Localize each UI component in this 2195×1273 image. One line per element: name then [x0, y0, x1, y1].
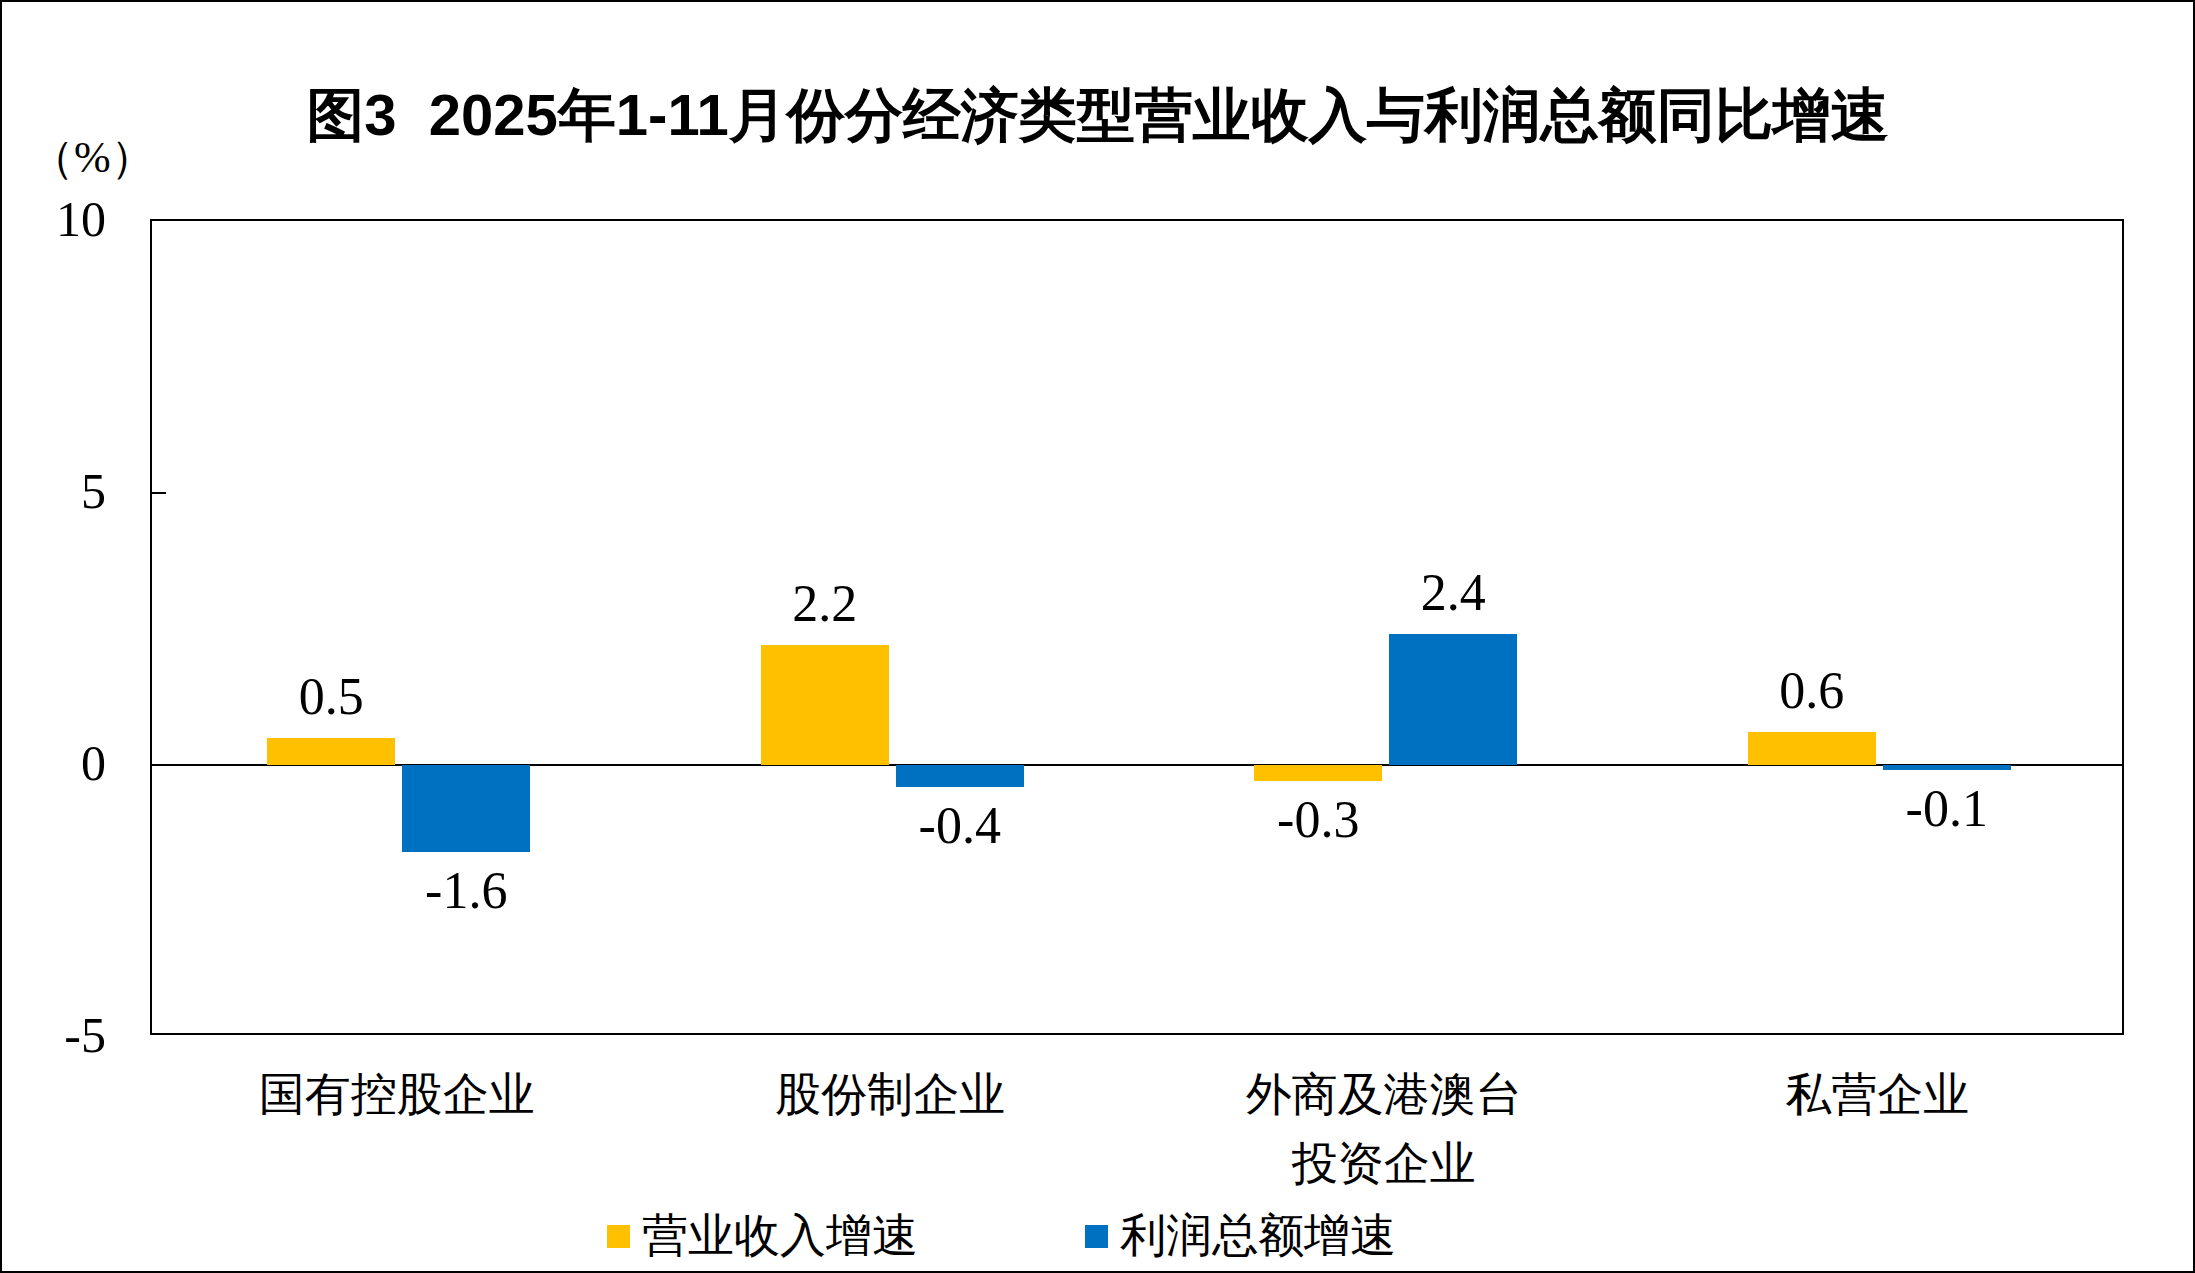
bar-value-label: 0.6	[1712, 662, 1912, 720]
bar-value-label: -0.3	[1218, 791, 1418, 849]
chart-figure: 图3 2025年1-11月份分经济类型营业收入与利润总额同比增速 （%） 0.5…	[0, 0, 2195, 1273]
legend-swatch	[1085, 1225, 1108, 1248]
bar-revenue-growth	[761, 645, 889, 765]
bar-profit-growth	[896, 765, 1024, 787]
plot-area: 0.5 -1.6 2.2 -0.4 -0.3 2.4 0.6 -0.1	[150, 219, 2124, 1035]
x-axis-category-label: 私营企业	[1631, 1060, 2125, 1129]
y-axis-unit-label: （%）	[30, 128, 150, 187]
bar-profit-growth	[1883, 765, 2011, 770]
legend-label: 利润总额增速	[1120, 1210, 1396, 1262]
chart-title: 图3 2025年1-11月份分经济类型营业收入与利润总额同比增速	[2, 80, 2193, 150]
bar-revenue-growth	[1748, 732, 1876, 765]
x-axis-category-label: 国有控股企业	[150, 1060, 644, 1129]
bar-revenue-growth	[1254, 765, 1382, 781]
bar-profit-growth	[1389, 634, 1517, 765]
bar-profit-growth	[402, 765, 530, 852]
bar-value-label: 2.2	[725, 575, 925, 633]
y-axis-tick-label: 5	[2, 460, 106, 522]
legend-label: 营业收入增速	[642, 1210, 918, 1262]
bar-value-label: 0.5	[231, 668, 431, 726]
legend-item-profit-growth: 利润总额增速	[1085, 1210, 1396, 1262]
y-axis-tick-label: 0	[2, 732, 106, 794]
bar-value-label: -1.6	[366, 862, 566, 920]
x-axis-category-label: 股份制企业	[644, 1060, 1138, 1129]
y-axis-tick-label: 10	[2, 188, 106, 250]
legend-swatch	[607, 1225, 630, 1248]
bar-revenue-growth	[267, 738, 395, 765]
bar-value-label: -0.1	[1847, 780, 2047, 838]
y-axis-tick	[152, 492, 166, 494]
bar-value-label: -0.4	[860, 797, 1060, 855]
x-axis-category-label: 外商及港澳台 投资企业	[1137, 1060, 1631, 1198]
legend-item-revenue-growth: 营业收入增速	[607, 1210, 918, 1262]
y-axis-tick-label: -5	[2, 1004, 106, 1066]
bar-value-label: 2.4	[1353, 564, 1553, 622]
